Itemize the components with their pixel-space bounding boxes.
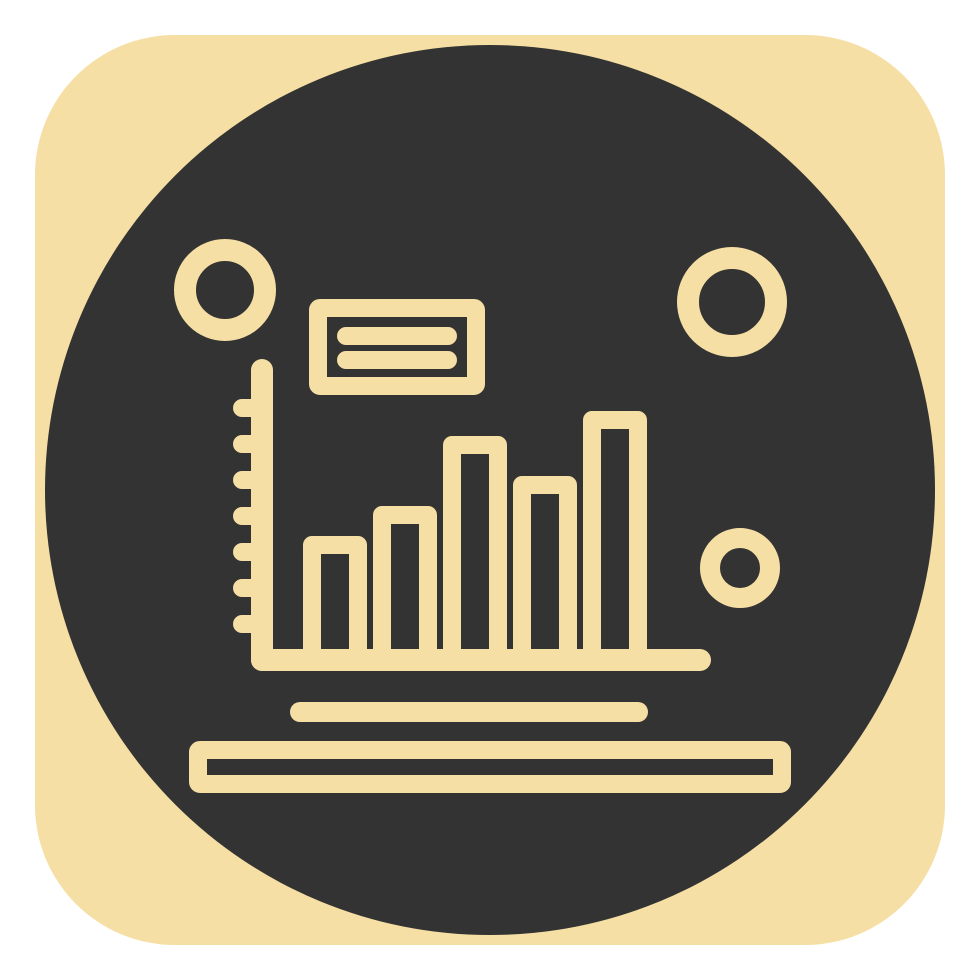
analytics-bar-chart-icon xyxy=(0,0,980,980)
